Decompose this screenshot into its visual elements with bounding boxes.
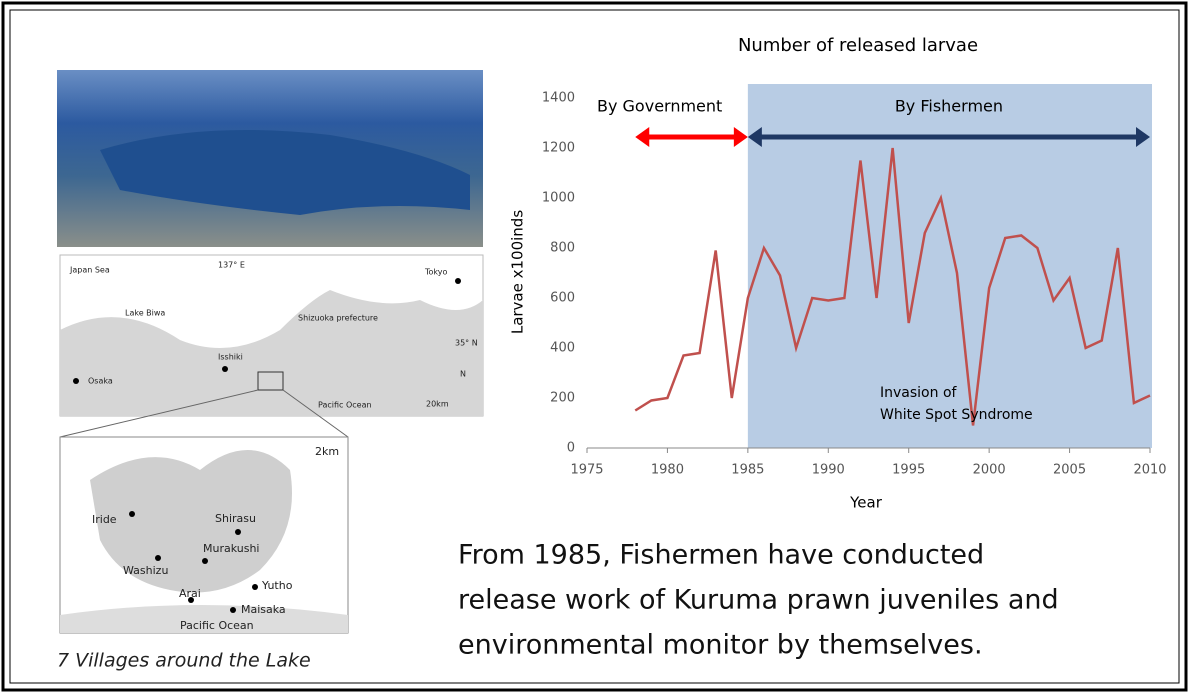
map-label: Yutho [261, 579, 293, 592]
x-tick-label: 1990 [812, 463, 845, 478]
chart-title: Number of released larvae [738, 35, 978, 56]
village-dot [202, 558, 208, 564]
map-label: Lake Biwa [125, 309, 165, 318]
map-label: Isshiki [218, 353, 243, 362]
body-text: environmental monitor by themselves. [458, 630, 983, 661]
village-dot [235, 529, 241, 535]
village-dot [129, 511, 135, 517]
map-label: Iride [92, 513, 117, 526]
x-axis-label: Year [849, 494, 883, 512]
map-label: Osaka [88, 377, 113, 386]
map-label: Japan Sea [69, 266, 110, 275]
x-tick-label: 1995 [892, 463, 925, 478]
map-label: 2km [315, 445, 339, 458]
town-dot [73, 378, 79, 384]
y-tick-label: 600 [550, 291, 575, 306]
map-label: Maisaka [241, 603, 286, 616]
annotation-label: By Fishermen [895, 97, 1003, 116]
note: Invasion of [880, 385, 958, 401]
note: White Spot Syndrome [880, 407, 1033, 423]
y-tick-label: 200 [550, 391, 575, 406]
y-axis-label: Larvae x100inds [509, 210, 527, 334]
y-tick-label: 800 [550, 241, 575, 256]
x-tick-label: 2010 [1133, 463, 1166, 478]
slide: 7 Villages around the Lake From 1985, Fi… [0, 0, 1189, 693]
x-tick-label: 1980 [651, 463, 684, 478]
x-tick-label: 1985 [731, 463, 764, 478]
map-label: Shizuoka prefecture [298, 314, 378, 323]
town-dot [455, 278, 461, 284]
x-tick-label: 2005 [1053, 463, 1086, 478]
map-label: 20km [426, 400, 449, 409]
village-dot [155, 555, 161, 561]
caption: 7 Villages around the Lake [57, 650, 311, 672]
x-tick-label: 1975 [570, 463, 603, 478]
map-label: Pacific Ocean [180, 619, 254, 632]
village-dot [230, 607, 236, 613]
village-dot [252, 584, 258, 590]
body-text: release work of Kuruma prawn juveniles a… [458, 585, 1059, 616]
map-label: Shirasu [215, 512, 256, 525]
y-tick-label: 1400 [542, 91, 575, 106]
y-tick-label: 1200 [542, 141, 575, 156]
village-dot [188, 597, 194, 603]
map-label: N [460, 370, 466, 379]
annotation-label: By Government [597, 97, 722, 116]
town-dot [222, 366, 228, 372]
map-label: 35° N [455, 339, 478, 348]
map-label: Murakushi [203, 542, 260, 555]
x-tick-label: 2000 [973, 463, 1006, 478]
y-tick-label: 1000 [542, 191, 575, 206]
map-label: Washizu [123, 564, 168, 577]
y-tick-label: 0 [567, 441, 575, 456]
body-text: From 1985, Fishermen have conducted [458, 540, 984, 571]
y-tick-label: 400 [550, 341, 575, 356]
map-label: 137° E [218, 261, 245, 270]
map-label: Tokyo [424, 268, 448, 277]
map-label: Pacific Ocean [318, 401, 372, 410]
